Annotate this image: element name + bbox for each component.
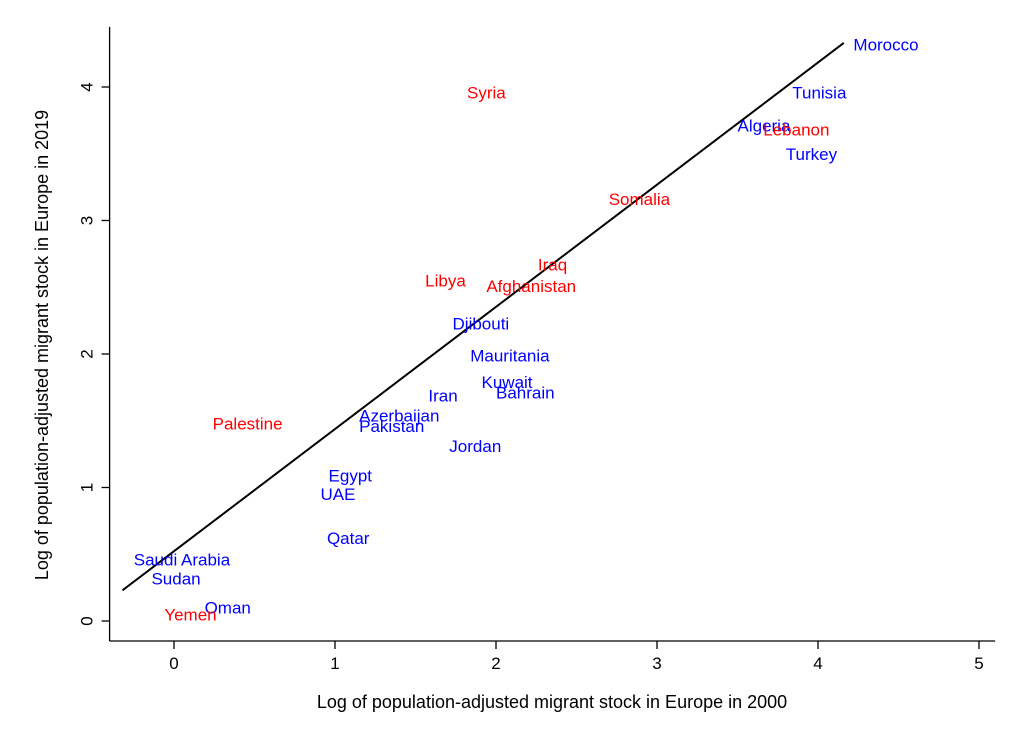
point-label-turkey: Turkey (786, 145, 838, 164)
x-tick-label: 0 (169, 654, 178, 673)
y-axis-title: Log of population-adjusted migrant stock… (32, 110, 52, 580)
point-label-oman: Oman (205, 599, 251, 618)
y-tick-label: 0 (78, 616, 97, 625)
point-label-sudan: Sudan (151, 569, 200, 588)
y-tick-label: 1 (78, 483, 97, 492)
point-label-djibouti: Djibouti (453, 314, 510, 333)
x-axis-title: Log of population-adjusted migrant stock… (317, 692, 787, 712)
point-label-somalia: Somalia (609, 190, 671, 209)
point-label-algeria: Algeria (738, 117, 791, 136)
point-label-afghanistan: Afghanistan (486, 277, 576, 296)
point-label-yemen: Yemen (164, 605, 216, 624)
point-label-mauritania: Mauritania (470, 346, 550, 365)
x-tick-label: 4 (813, 654, 822, 673)
y-tick-label: 4 (78, 82, 97, 91)
point-label-saudi-arabia: Saudi Arabia (134, 551, 231, 570)
point-label-morocco: Morocco (853, 35, 918, 54)
point-label-egypt: Egypt (329, 466, 373, 485)
x-tick-label: 5 (974, 654, 983, 673)
point-label-iran: Iran (428, 386, 457, 405)
point-label-kuwait: Kuwait (482, 373, 533, 392)
x-tick-label: 3 (652, 654, 661, 673)
y-tick-label: 3 (78, 216, 97, 225)
x-tick-label: 1 (330, 654, 339, 673)
y-tick-label: 2 (78, 349, 97, 358)
point-label-iraq: Iraq (538, 256, 567, 275)
point-label-uae: UAE (321, 485, 356, 504)
point-label-qatar: Qatar (327, 529, 370, 548)
point-label-pakistan: Pakistan (359, 417, 424, 436)
x-tick-label: 2 (491, 654, 500, 673)
point-label-syria: Syria (467, 83, 506, 102)
point-label-libya: Libya (425, 272, 466, 291)
point-label-palestine: Palestine (213, 414, 283, 433)
point-label-tunisia: Tunisia (792, 83, 847, 102)
fit-line (121, 42, 845, 592)
point-label-lebanon: Lebanon (763, 121, 829, 140)
point-label-jordan: Jordan (449, 437, 501, 456)
point-label-bahrain: Bahrain (496, 384, 555, 403)
point-label-azerbaijan: Azerbaijan (359, 406, 439, 425)
